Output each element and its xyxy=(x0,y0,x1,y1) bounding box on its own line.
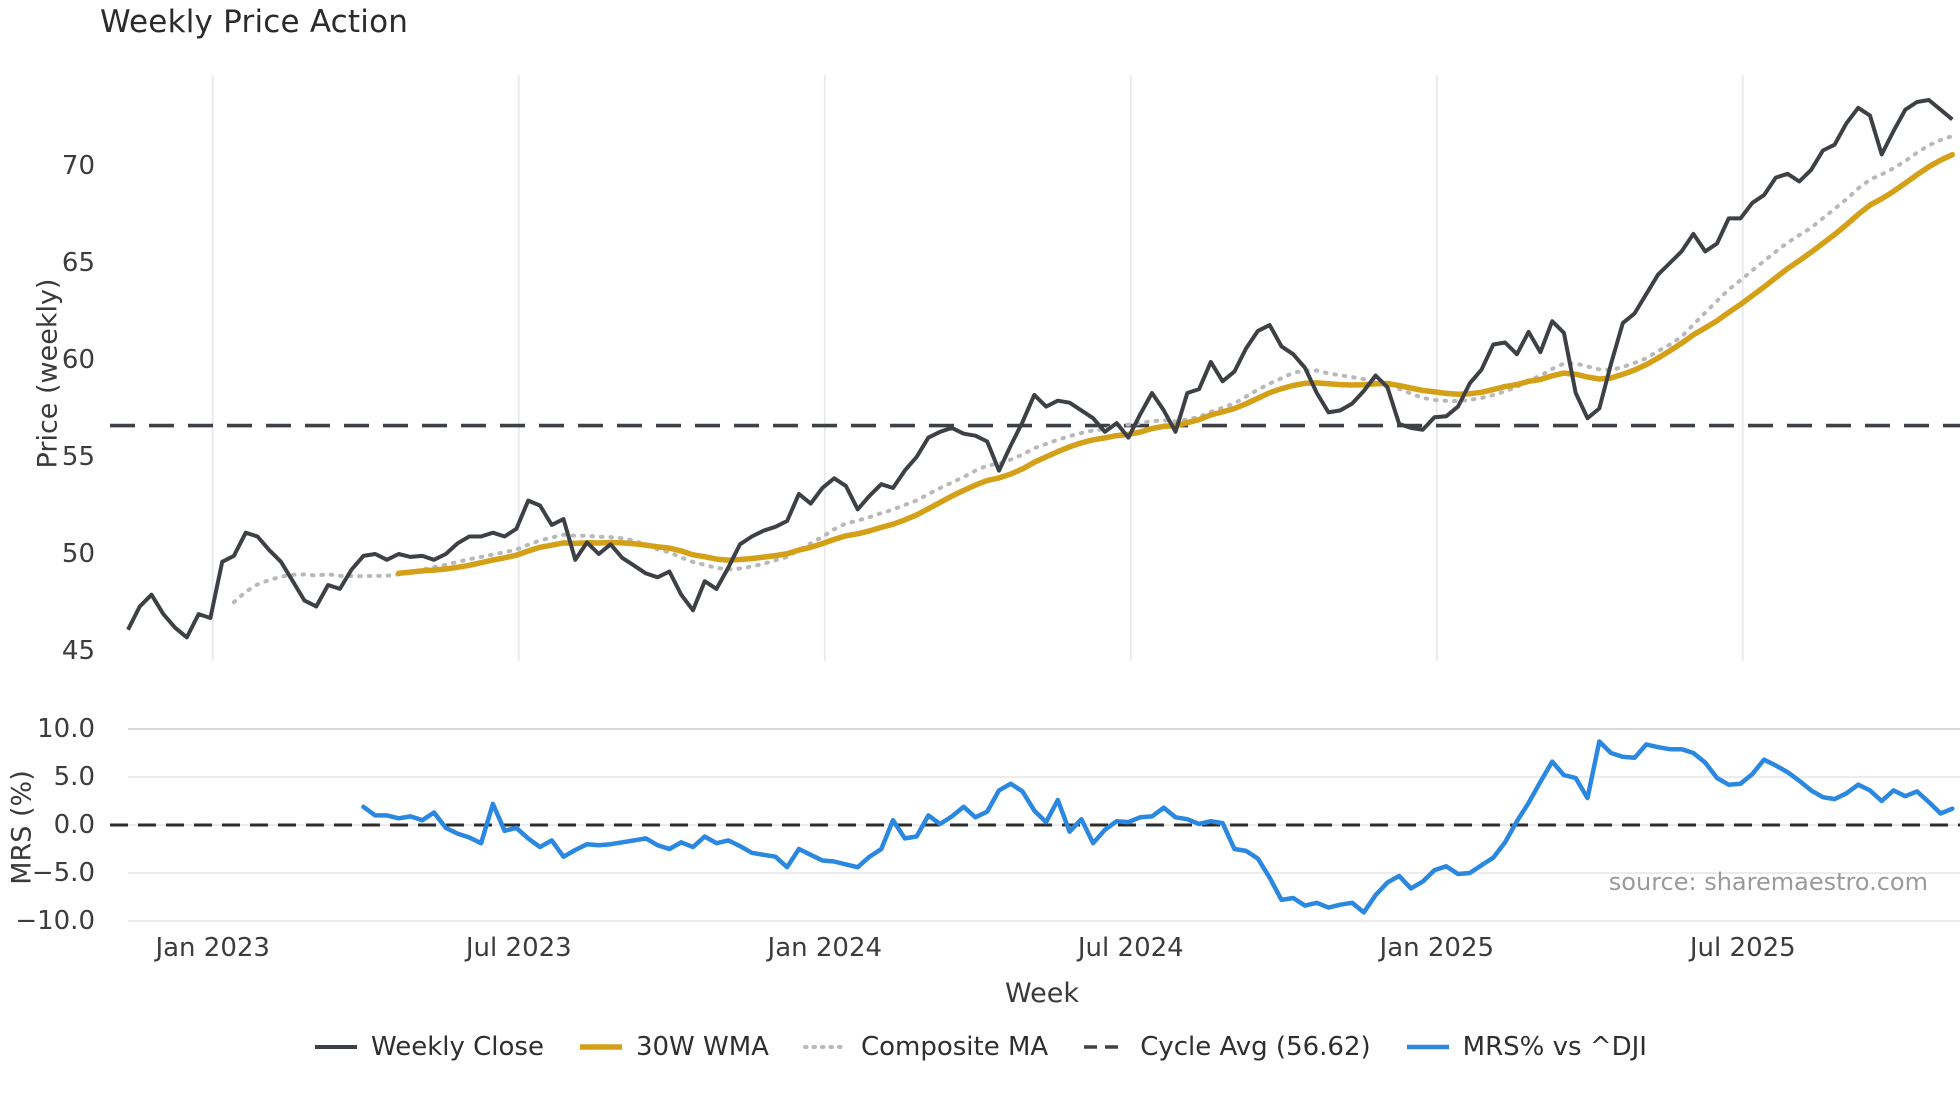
mrs-y-tick-label: 10.0 xyxy=(37,714,95,744)
mrs-y-tick-label: −5.0 xyxy=(32,858,95,888)
price-y-tick-label: 50 xyxy=(62,539,95,569)
wma-line xyxy=(395,151,1956,577)
legend-item-cycle-avg-56-62[interactable]: Cycle Avg (56.62) xyxy=(1082,1032,1371,1062)
mrs-y-axis-label: MRS (%) xyxy=(6,770,38,885)
price-y-tick-label: 65 xyxy=(62,248,95,278)
chart-title: Weekly Price Action xyxy=(100,4,409,40)
legend-line-swatch xyxy=(1084,1045,1127,1049)
legend: Weekly Close 30W WMA Composite MA Cycle Avg… xyxy=(0,1032,1960,1062)
price-y-tick-label: 60 xyxy=(62,345,95,375)
legend-item-mrs-vs-dji[interactable]: MRS% vs ^DJI xyxy=(1405,1032,1647,1062)
source-attribution: source: sharemaestro.com xyxy=(1608,868,1928,896)
legend-line-swatch xyxy=(579,1044,622,1050)
legend-item-weekly-close[interactable]: Weekly Close xyxy=(313,1032,544,1062)
price-y-tick-label: 70 xyxy=(62,151,95,181)
legend-label: MRS% vs ^DJI xyxy=(1462,1032,1647,1062)
legend-label: 30W WMA xyxy=(635,1032,769,1062)
mrs-line xyxy=(361,739,1955,915)
x-tick-label: Jan 2024 xyxy=(766,933,883,963)
mrs-y-tick-label: −10.0 xyxy=(15,906,95,936)
x-tick-label: Jul 2023 xyxy=(464,933,572,963)
mrs-y-tick-label: 5.0 xyxy=(54,762,95,792)
legend-line-swatch xyxy=(802,1045,849,1049)
legend-label: Composite MA xyxy=(860,1032,1049,1062)
price-y-tick-label: 45 xyxy=(62,636,95,666)
legend-line-swatch xyxy=(1406,1044,1449,1050)
price-y-tick-label: 55 xyxy=(62,442,95,472)
x-tick-label: Jul 2025 xyxy=(1688,933,1796,963)
composite-ma-line xyxy=(231,134,1955,605)
legend-item-30w-wma[interactable]: 30W WMA xyxy=(578,1032,769,1062)
x-tick-label: Jan 2025 xyxy=(1378,933,1495,963)
x-tick-label: Jan 2023 xyxy=(153,933,270,963)
legend-line-swatch xyxy=(315,1045,358,1049)
weekly-close-line xyxy=(126,98,1954,640)
legend-label: Cycle Avg (56.62) xyxy=(1140,1032,1371,1062)
legend-item-composite-ma[interactable]: Composite MA xyxy=(802,1032,1049,1062)
legend-label: Weekly Close xyxy=(371,1032,544,1062)
x-tick-label: Jul 2024 xyxy=(1076,933,1184,963)
mrs-y-tick-label: 0.0 xyxy=(54,810,95,840)
x-axis-label: Week xyxy=(1005,978,1079,1009)
price-y-axis-label: Price (weekly) xyxy=(32,278,64,469)
